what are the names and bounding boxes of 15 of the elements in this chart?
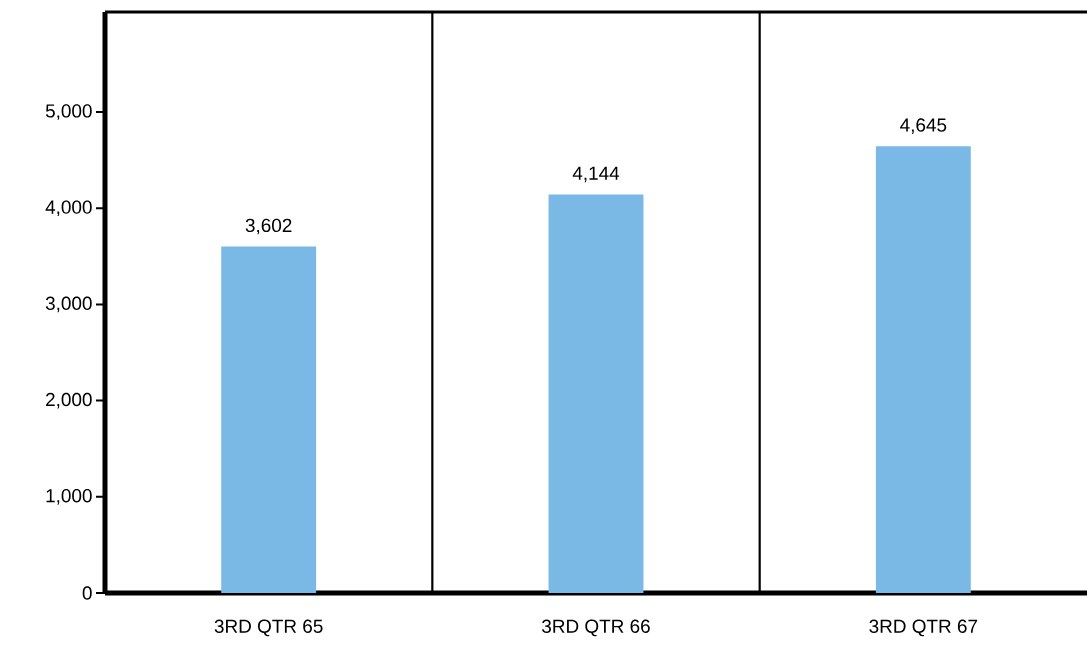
y-tick-label: 3,000 [45, 296, 92, 313]
y-tick-label: 1,000 [46, 488, 92, 505]
y-tick-label: 4,000 [45, 200, 92, 217]
bar [221, 246, 317, 593]
y-tick-label: 2,000 [46, 392, 92, 409]
bar [875, 146, 971, 593]
x-tick-label: 3RD QTR 65 [214, 619, 323, 637]
y-tick-label: 0 [82, 586, 92, 600]
x-tick-label: 3RD QTR 66 [542, 619, 650, 637]
bar [548, 194, 644, 593]
data-label: 4,144 [572, 166, 620, 183]
data-label: 4,645 [900, 118, 947, 134]
data-label: 3,602 [245, 218, 292, 235]
y-tick-label: 5,000 [45, 104, 92, 120]
x-tick-label: 3RD QTR 67 [869, 619, 978, 637]
